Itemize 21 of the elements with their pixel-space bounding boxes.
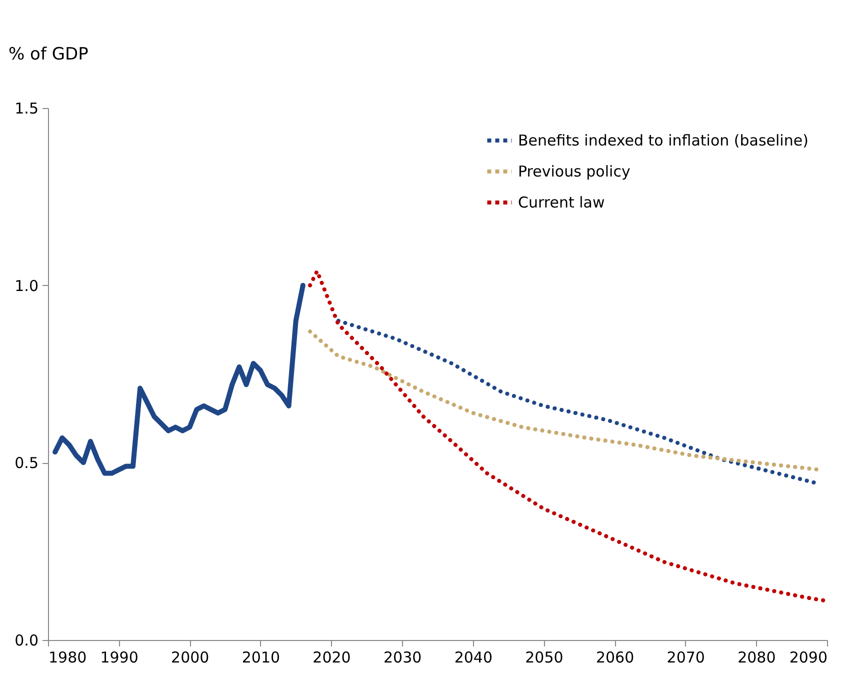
x-tick-label: 2060 [596,648,634,666]
x-tick-label: 2030 [383,648,422,666]
x-tick-label: 2050 [525,648,564,666]
y-tick-label: 0.5 [14,454,38,472]
x-tick-label: 2090 [789,648,828,666]
legend-label: Benefits indexed to inflation (baseline) [518,132,808,150]
y-tick-label: 1.0 [14,276,38,295]
x-tick-label: 1980 [48,648,87,666]
line-series [308,269,827,603]
x-tick-label: 2080 [738,648,776,666]
x-tick-label: 2020 [312,648,351,666]
x-tick-label: 1990 [100,648,138,666]
legend-label: Previous policy [518,162,630,180]
x-tick-label: 2000 [171,648,210,666]
x-tick-label: 2040 [454,648,493,666]
y-tick-label: 1.5 [14,100,38,118]
legend-label: Current law [518,194,605,212]
y-axis-title: % of GDP [8,44,88,64]
x-tick-label: 2010 [242,648,280,666]
x-tick-label: 2070 [666,648,705,666]
y-tick-label: 0.0 [14,632,38,650]
